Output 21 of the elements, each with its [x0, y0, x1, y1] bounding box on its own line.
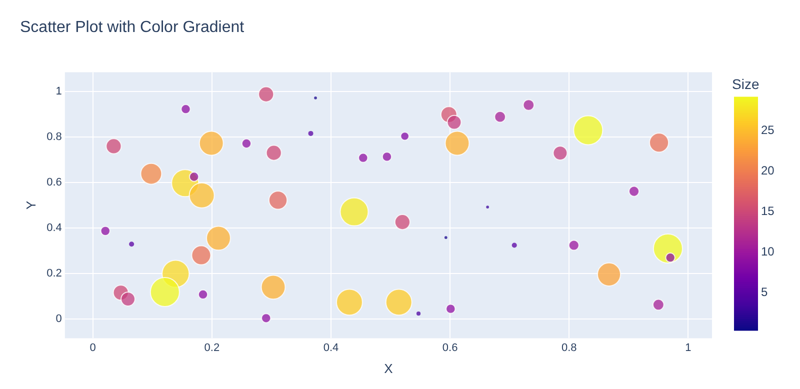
x-tick-label: 0: [90, 342, 96, 354]
y-tick-label: 0.2: [46, 268, 62, 280]
y-tick-label: 0.8: [46, 130, 62, 143]
color-bar-title: Size: [732, 76, 760, 92]
x-tick-label: 0.8: [561, 342, 577, 354]
y-tick-label: 0: [56, 313, 62, 326]
x-tick-label: 0.2: [204, 342, 220, 354]
chart-title: Scatter Plot with Color Gradient: [20, 19, 245, 36]
x-tick-label: 1: [685, 342, 692, 354]
color-bar-label: 10: [761, 244, 775, 259]
color-bar-label: 20: [761, 163, 775, 178]
y-tick-label: 0.4: [46, 222, 62, 234]
x-axis-title: X: [384, 360, 394, 376]
x-tick-label: 0.4: [323, 342, 339, 354]
y-axis-title: Y: [23, 200, 38, 210]
y-tick-label: 0.6: [46, 176, 62, 188]
color-bar-label: 25: [761, 122, 775, 137]
color-bar-label: 15: [761, 204, 775, 218]
x-tick-label: 0.6: [442, 342, 458, 354]
color-bar-label: 5: [761, 285, 768, 300]
y-tick-label: 1: [56, 85, 62, 98]
